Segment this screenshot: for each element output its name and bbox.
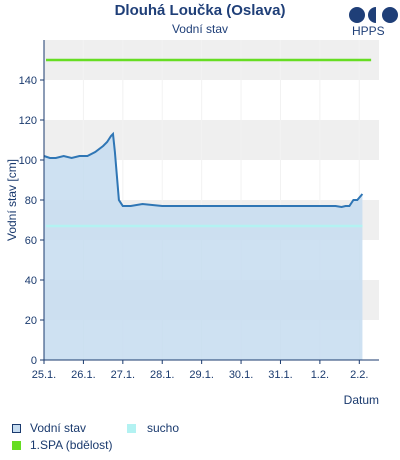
legend-label-spa: 1.SPA (bdělost) <box>30 438 113 452</box>
legend-swatch-vodni-stav <box>12 424 21 433</box>
legend-label-vodni-stav: Vodní stav <box>30 421 87 435</box>
legend-swatch-spa <box>12 441 21 450</box>
x-tick-label: 30.1. <box>229 369 253 381</box>
y-tick-label: 20 <box>25 315 37 327</box>
y-tick-label: 120 <box>19 115 37 127</box>
y-tick-label: 40 <box>25 275 37 287</box>
y-tick-labels: 0 20 40 60 80 100 120 140 <box>19 75 44 367</box>
y-axis-label: Vodní stav [cm] <box>5 159 19 241</box>
y-tick-label: 80 <box>25 195 37 207</box>
x-tick-label: 29.1. <box>189 369 213 381</box>
legend-label-sucho: sucho <box>147 421 180 435</box>
y-tick-label: 0 <box>31 355 37 367</box>
x-tick-label: 2.2. <box>350 369 368 381</box>
x-tick-label: 31.1. <box>268 369 292 381</box>
y-tick-label: 100 <box>19 155 37 167</box>
series-area-0 <box>44 134 363 360</box>
x-tick-label: 28.1. <box>150 369 174 381</box>
x-tick-labels: 25.1. 26.1. 27.1. 28.1. 29.1. 30.1. 31.1. 1.2. 2… <box>32 360 368 381</box>
logo-text: HPPS <box>352 24 385 38</box>
threshold-lines <box>46 58 372 228</box>
legend-swatch-sucho <box>127 424 136 433</box>
x-tick-label: 1.2. <box>311 369 329 381</box>
series-line-0 <box>43 131 364 209</box>
y-tick-label: 140 <box>19 75 37 87</box>
series-layer <box>43 131 364 360</box>
x-tick-label: 26.1. <box>71 369 95 381</box>
x-axis-label: Datum <box>344 393 379 407</box>
grid-band <box>44 80 379 120</box>
chart-title: Dlouhá Loučka (Oslava) <box>114 2 286 19</box>
hpps-logo <box>349 7 398 23</box>
x-tick-label: 25.1. <box>32 369 56 381</box>
x-tick-label: 27.1. <box>111 369 135 381</box>
chart-subtitle: Vodní stav <box>171 22 229 36</box>
y-tick-label: 60 <box>25 235 37 247</box>
